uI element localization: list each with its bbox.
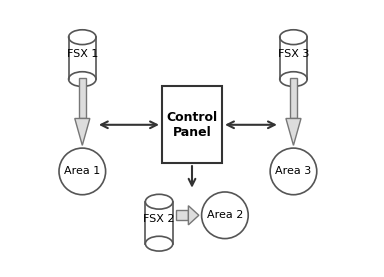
- Text: Area 3: Area 3: [275, 166, 311, 176]
- Bar: [146, 202, 173, 244]
- Bar: [69, 37, 96, 79]
- Ellipse shape: [69, 30, 96, 45]
- Text: Area 1: Area 1: [64, 166, 101, 176]
- Text: Area 2: Area 2: [207, 210, 243, 220]
- Bar: [280, 37, 307, 79]
- Text: FSX 2: FSX 2: [143, 214, 175, 224]
- Ellipse shape: [146, 194, 173, 209]
- Circle shape: [202, 192, 248, 238]
- FancyBboxPatch shape: [79, 78, 86, 119]
- Text: Control
Panel: Control Panel: [166, 111, 218, 139]
- FancyBboxPatch shape: [162, 86, 222, 163]
- Polygon shape: [189, 206, 199, 225]
- FancyBboxPatch shape: [175, 211, 189, 220]
- Ellipse shape: [280, 72, 307, 86]
- Polygon shape: [286, 119, 301, 145]
- Polygon shape: [75, 119, 90, 145]
- FancyBboxPatch shape: [290, 78, 297, 119]
- Text: FSX 1: FSX 1: [66, 50, 98, 60]
- Text: FSX 3: FSX 3: [278, 50, 309, 60]
- Ellipse shape: [280, 30, 307, 45]
- Circle shape: [59, 148, 106, 195]
- Ellipse shape: [69, 72, 96, 86]
- Ellipse shape: [146, 236, 173, 251]
- Circle shape: [270, 148, 317, 195]
